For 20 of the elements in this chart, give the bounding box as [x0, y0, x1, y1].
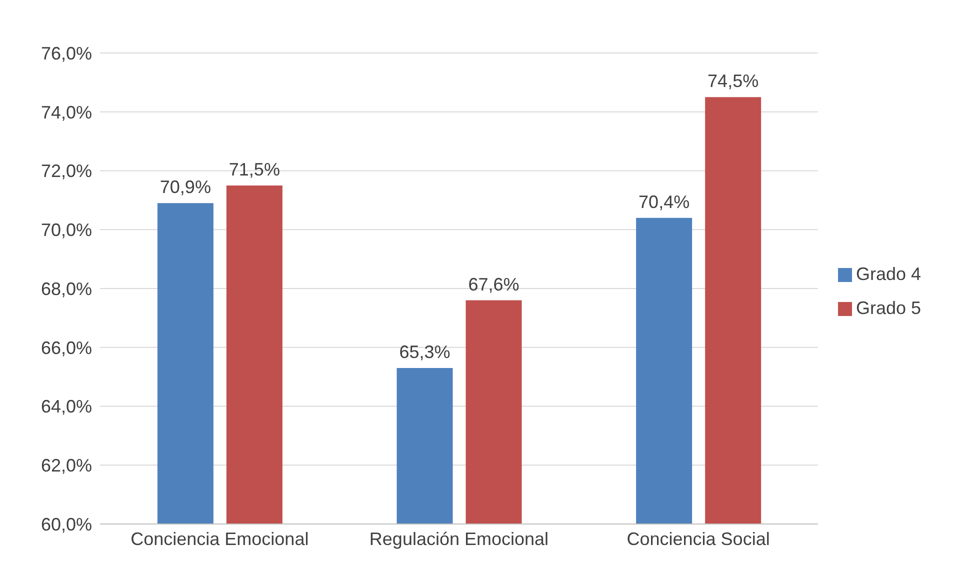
- data-label: 71,5%: [228, 159, 280, 180]
- y-tick-label: 62,0%: [40, 456, 92, 476]
- y-tick-label: 66,0%: [40, 338, 92, 358]
- data-label: 74,5%: [708, 71, 759, 92]
- y-tick-label: 60,0%: [40, 514, 92, 534]
- y-tick-label: 76,0%: [40, 43, 92, 64]
- x-tick-label: Conciencia Emocional: [130, 528, 309, 549]
- x-tick-label: Conciencia Social: [626, 528, 770, 549]
- y-tick-label: 70,0%: [40, 220, 92, 240]
- data-label: 70,4%: [638, 192, 690, 212]
- y-tick-label: 68,0%: [40, 278, 92, 299]
- legend-label: Grado 5: [856, 298, 921, 318]
- y-tick-label: 64,0%: [40, 396, 92, 417]
- legend-label: Grado 4: [856, 264, 921, 284]
- y-tick-label: 72,0%: [40, 161, 92, 182]
- data-label: 67,6%: [468, 274, 520, 294]
- y-tick-label: 74,0%: [40, 102, 92, 122]
- data-label: 70,9%: [160, 177, 211, 198]
- x-tick-label: Regulación Emocional: [369, 528, 549, 549]
- data-label: 65,3%: [399, 342, 450, 362]
